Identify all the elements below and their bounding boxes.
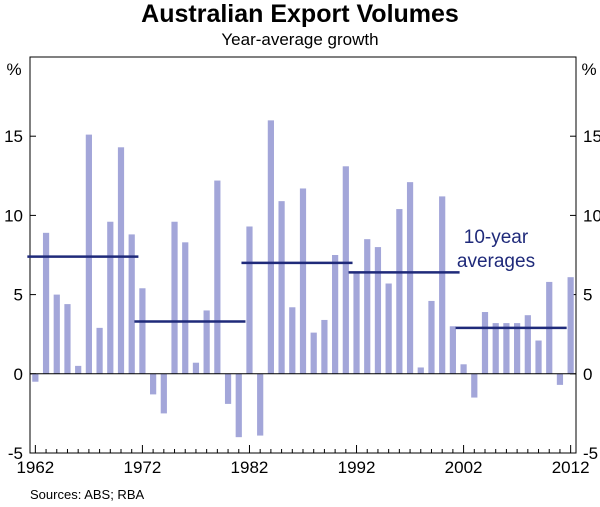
x-tick-label: 1972 [123, 458, 161, 477]
ticks-layer: -5 -5 0 0 5 5 10 10 15 15 1962 1972 1982 1992 2002 2012 [4, 127, 600, 477]
bar [524, 315, 531, 374]
bar [235, 373, 242, 438]
chart-title: Australian Export Volumes [141, 0, 459, 28]
bar [556, 373, 564, 385]
annotation-line-2: averages [457, 251, 535, 272]
bar [439, 196, 446, 374]
y-tick-label-right: 5 [583, 286, 592, 305]
bar [535, 340, 542, 374]
y-tick-label-right: 15 [583, 127, 600, 146]
bar [214, 180, 221, 374]
bar [42, 232, 50, 374]
bar [96, 327, 103, 374]
bar [514, 323, 521, 374]
bar [428, 300, 435, 374]
x-tick-label: 1962 [16, 458, 54, 477]
bar [64, 304, 71, 374]
bar [267, 120, 274, 374]
bar [117, 147, 125, 374]
bar [385, 283, 392, 374]
y-axis-label-left: % [6, 60, 21, 79]
bar [364, 239, 371, 374]
x-tick-label: 1992 [338, 458, 376, 477]
bars-layer [32, 120, 574, 438]
bar [449, 326, 456, 374]
bar [374, 247, 382, 374]
bar [332, 255, 339, 374]
y-tick-label-right: -5 [583, 444, 598, 463]
bar [246, 226, 253, 374]
source-note: Sources: ABS; RBA [30, 487, 145, 502]
x-tick-label: 2002 [445, 458, 483, 477]
bar [160, 373, 167, 414]
bar [417, 367, 424, 374]
bar [353, 272, 360, 374]
avg-layer [27, 255, 567, 330]
bar [75, 365, 82, 374]
annotation-line-1: 10-year [464, 227, 529, 248]
y-tick-label-left: 15 [4, 127, 23, 146]
bar [406, 182, 414, 374]
x-tick-label: 1982 [231, 458, 269, 477]
bar [224, 373, 232, 404]
y-tick-label-left: 10 [4, 206, 23, 225]
bar [503, 323, 510, 374]
bar [492, 323, 499, 374]
y-axis-label-right: % [581, 60, 596, 79]
bar [203, 310, 210, 374]
bar [278, 201, 285, 374]
bar [396, 209, 403, 374]
bar [53, 294, 60, 374]
bar [32, 373, 39, 382]
y-tick-label-left: 0 [14, 365, 23, 384]
bar [460, 364, 467, 374]
bar [567, 277, 574, 374]
bar [182, 242, 189, 374]
bar [321, 319, 328, 374]
y-tick-label-right: 10 [583, 206, 600, 225]
y-tick-label-left: 5 [14, 286, 23, 305]
bar [85, 134, 92, 374]
bar [128, 234, 135, 374]
bar [289, 307, 296, 374]
bar [150, 373, 157, 395]
bar [107, 221, 114, 374]
bar [471, 373, 478, 398]
bar [257, 373, 264, 436]
bar [481, 312, 489, 374]
bar [310, 332, 317, 374]
bar [139, 288, 146, 374]
y-tick-label-right: 0 [583, 365, 592, 384]
chart-subtitle: Year-average growth [221, 30, 379, 49]
bar [342, 166, 349, 374]
bar [171, 221, 178, 374]
bar [299, 188, 307, 374]
y-tick-label-left: -5 [8, 444, 23, 463]
bar [192, 362, 200, 374]
x-tick-label: 2012 [552, 458, 590, 477]
